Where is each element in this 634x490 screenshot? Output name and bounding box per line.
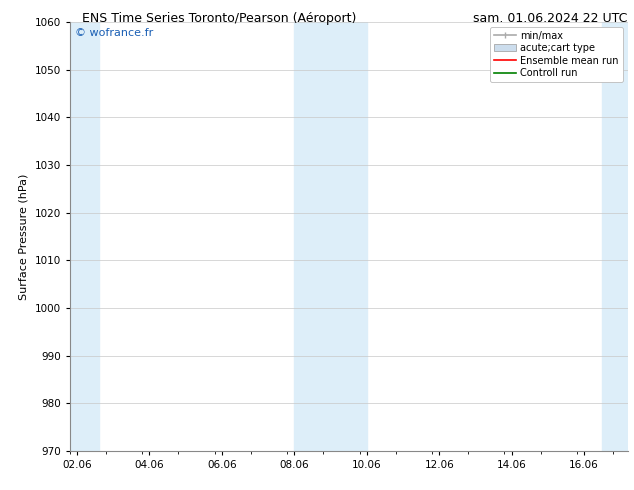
- Bar: [70, 22, 99, 451]
- Text: © wofrance.fr: © wofrance.fr: [75, 28, 153, 39]
- Bar: [602, 22, 628, 451]
- Text: ENS Time Series Toronto/Pearson (Aéroport): ENS Time Series Toronto/Pearson (Aéropor…: [82, 12, 357, 25]
- Text: sam. 01.06.2024 22 UTC: sam. 01.06.2024 22 UTC: [474, 12, 628, 25]
- Bar: [294, 22, 367, 451]
- Y-axis label: Surface Pressure (hPa): Surface Pressure (hPa): [19, 173, 29, 299]
- Legend: min/max, acute;cart type, Ensemble mean run, Controll run: min/max, acute;cart type, Ensemble mean …: [490, 27, 623, 82]
